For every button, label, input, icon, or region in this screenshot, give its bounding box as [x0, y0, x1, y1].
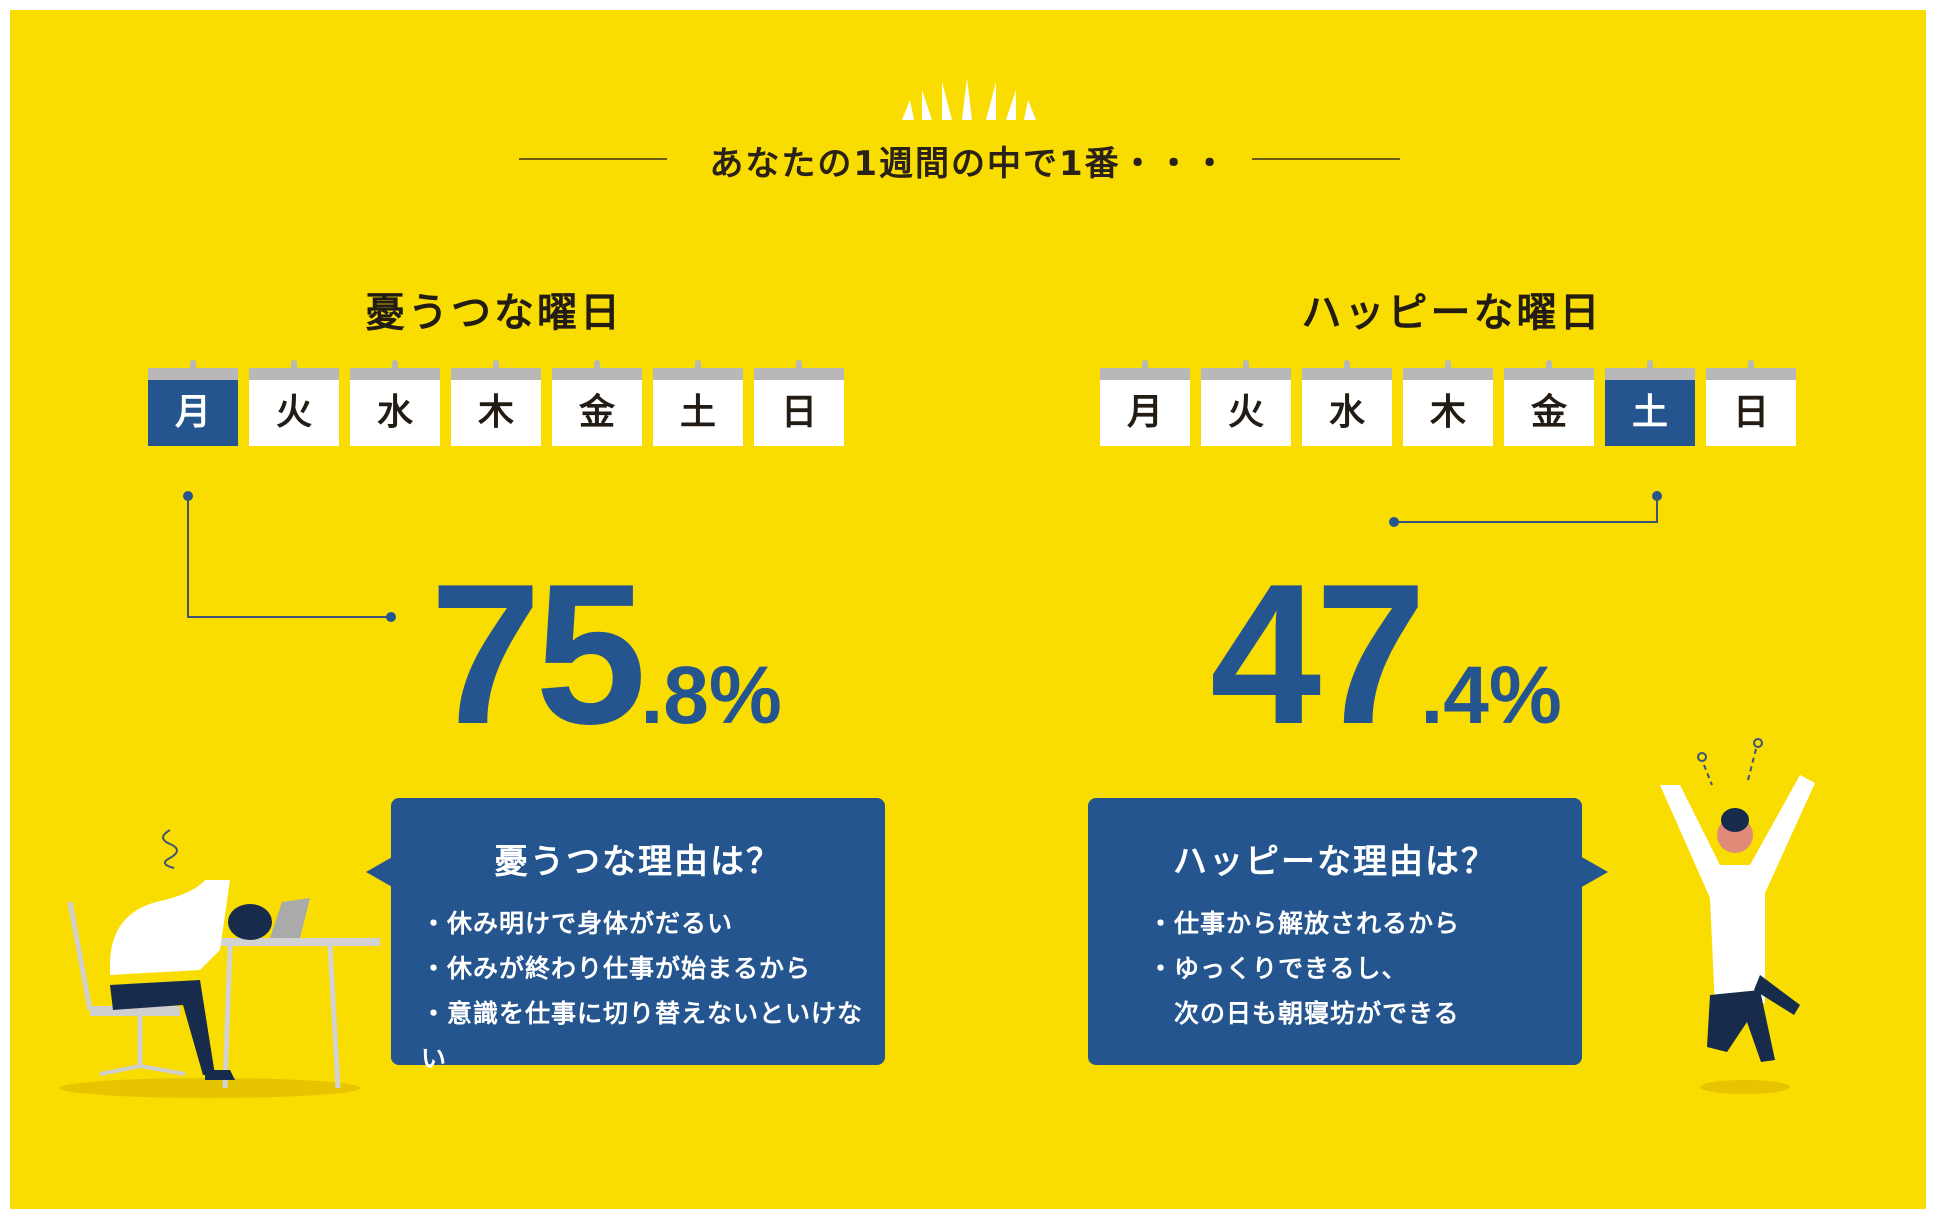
calendar-binding [451, 368, 541, 380]
calendar-binding [1403, 368, 1493, 380]
day-card: 木 [451, 360, 541, 446]
day-card: 火 [1201, 360, 1291, 446]
speech-pointer [366, 856, 394, 888]
calendar-binding [350, 368, 440, 380]
tired-person-illustration [60, 829, 380, 1098]
day-card: 水 [1302, 360, 1392, 446]
calendar-ring [190, 360, 196, 372]
right-reason-box: ハッピーな理由は？ ・仕事から解放されるから ・ゆっくりできるし、 次の日も朝寝… [1088, 798, 1582, 1065]
day-card: 土 [653, 360, 743, 446]
day-card: 土 [1605, 360, 1695, 446]
right-section-title: ハッピーな曜日 [1301, 290, 1603, 336]
reason-title: ハッピーな理由は？ [1173, 842, 1497, 882]
left-section-title: 憂うつな曜日 [365, 290, 623, 336]
calendar-binding [1605, 368, 1695, 380]
reason-item: ・休みが終わり仕事が始まるから [421, 954, 812, 983]
day-card: 金 [552, 360, 642, 446]
day-card: 月 [1100, 360, 1190, 446]
reason-item: ・休み明けで身体がだるい [421, 909, 734, 938]
calendar-ring [1243, 360, 1249, 372]
connector-line [187, 616, 391, 618]
day-label: 日 [1732, 392, 1769, 433]
percent-decimal: .8% [640, 650, 782, 741]
calendar-ring [594, 360, 600, 372]
left-reason-box: 憂うつな理由は？ ・休み明けで身体がだるい ・休みが終わり仕事が始まるから ・意… [391, 798, 885, 1073]
day-card: 日 [754, 360, 844, 446]
calendar-ring [695, 360, 701, 372]
calendar-ring [1445, 360, 1451, 372]
reason-item: 次の日も朝寝坊ができる [1148, 999, 1460, 1028]
calendar-binding [552, 368, 642, 380]
day-card: 日 [1706, 360, 1796, 446]
calendar-binding [148, 368, 238, 380]
day-label: 土 [679, 392, 716, 433]
calendar-binding [1302, 368, 1392, 380]
calendar-ring [1142, 360, 1148, 372]
calendar-ring [1748, 360, 1754, 372]
day-label: 月 [1126, 392, 1163, 433]
day-label: 月 [174, 392, 211, 433]
percent-integer: 75 [430, 543, 646, 766]
reason-item: ・ゆっくりできるし、 [1148, 954, 1408, 983]
connector-line [1394, 521, 1658, 523]
headline: あなたの1週間の中で1番・・・ [709, 144, 1229, 184]
day-label: 木 [1429, 392, 1466, 433]
calendar-ring [392, 360, 398, 372]
day-label: 日 [780, 392, 817, 433]
calendar-binding [754, 368, 844, 380]
calendar-binding [1504, 368, 1594, 380]
right-percentage: 47.4% [1210, 540, 1562, 770]
day-label: 土 [1631, 392, 1668, 433]
calendar-ring [1546, 360, 1552, 372]
calendar-ring [1344, 360, 1350, 372]
calendar-binding [1706, 368, 1796, 380]
calendar-binding [1201, 368, 1291, 380]
calendar-ring [1647, 360, 1653, 372]
header-rule-left [519, 158, 667, 160]
day-card: 金 [1504, 360, 1594, 446]
reason-item: ・意識を仕事に切り替えないといけない [421, 999, 864, 1073]
background [10, 10, 1926, 1209]
calendar-ring [493, 360, 499, 372]
day-label: 火 [275, 392, 312, 433]
calendar-ring [796, 360, 802, 372]
sunburst-icon [902, 78, 1036, 120]
speech-pointer [1580, 856, 1608, 888]
header-rule-right [1252, 158, 1400, 160]
calendar-binding [653, 368, 743, 380]
day-label: 金 [1530, 392, 1567, 433]
day-card: 水 [350, 360, 440, 446]
calendar-binding [249, 368, 339, 380]
day-label: 木 [477, 392, 514, 433]
connector-dot [1389, 517, 1399, 527]
day-label: 水 [1328, 392, 1365, 433]
day-label: 水 [376, 392, 413, 433]
connector-line [187, 496, 189, 618]
connector-line [1656, 496, 1658, 522]
calendar-binding [1100, 368, 1190, 380]
day-card: 木 [1403, 360, 1493, 446]
connector-dot [386, 612, 396, 622]
calendar-ring [291, 360, 297, 372]
reason-item: ・仕事から解放されるから [1148, 909, 1461, 938]
reason-title: 憂うつな理由は？ [494, 842, 782, 882]
percent-decimal: .4% [1420, 650, 1562, 741]
day-card: 月 [148, 360, 238, 446]
day-label: 金 [578, 392, 615, 433]
day-label: 火 [1227, 392, 1264, 433]
left-percentage: 75.8% [430, 540, 782, 770]
day-card: 火 [249, 360, 339, 446]
happy-person-illustration [1660, 738, 1815, 1094]
percent-integer: 47 [1210, 543, 1426, 766]
